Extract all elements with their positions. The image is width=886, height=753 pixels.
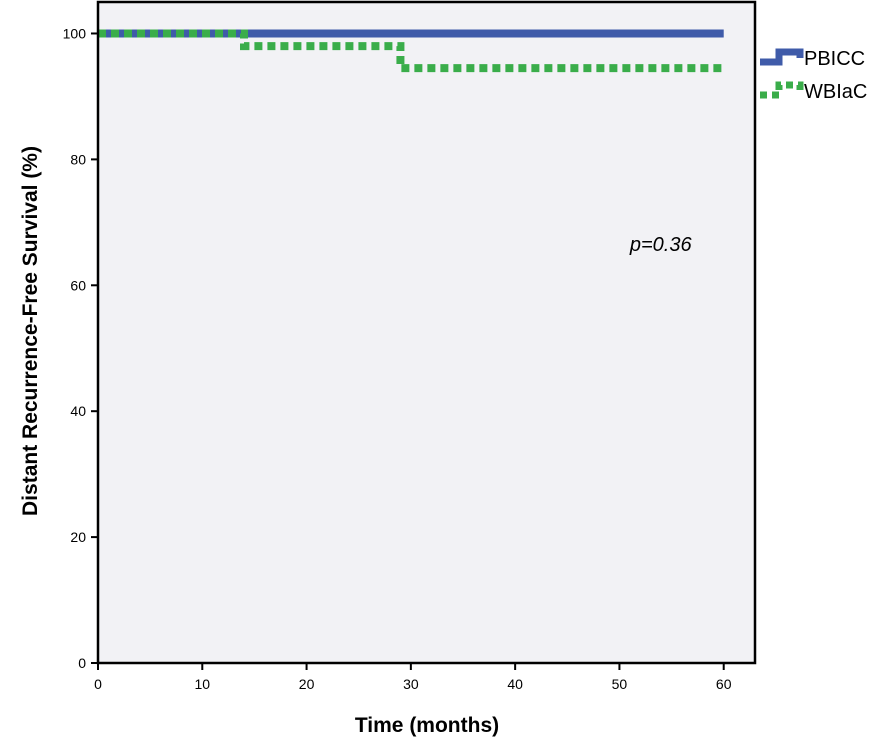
y-tick-label: 100 — [63, 25, 87, 41]
x-axis-title: Time (months) — [355, 714, 499, 737]
plot-background — [98, 2, 755, 663]
x-tick-label: 30 — [403, 676, 419, 692]
p-value-annotation: p=0.36 — [629, 234, 693, 256]
y-tick-label: 80 — [70, 151, 86, 167]
legend-swatch-pbicc — [760, 48, 804, 66]
survival-curve-wbiac — [98, 29, 724, 73]
x-tick-label: 0 — [94, 676, 102, 692]
x-tick-label: 50 — [612, 676, 628, 692]
x-tick-label: 60 — [716, 676, 732, 692]
series-layer — [98, 29, 724, 73]
y-tick-label: 40 — [70, 403, 86, 419]
x-tick-label: 20 — [299, 676, 315, 692]
legend-swatch-wbiac — [760, 81, 804, 99]
x-tick-label: 40 — [507, 676, 523, 692]
x-tick-label: 10 — [194, 676, 210, 692]
y-tick-label: 20 — [70, 529, 86, 545]
y-axis-title: Distant Recurrence-Free Survival (%) — [19, 146, 42, 516]
legend-label-pbicc: PBICC — [804, 48, 865, 70]
y-tick-label: 0 — [78, 655, 86, 671]
y-tick-label: 60 — [70, 277, 86, 293]
plot-frame — [96, 0, 757, 665]
legend: PBICC WBIaC — [760, 48, 867, 103]
axis-layer: 0 10 20 30 40 50 60 0 20 40 60 80 100 — [63, 25, 732, 692]
legend-label-wbiac: WBIaC — [804, 81, 867, 103]
